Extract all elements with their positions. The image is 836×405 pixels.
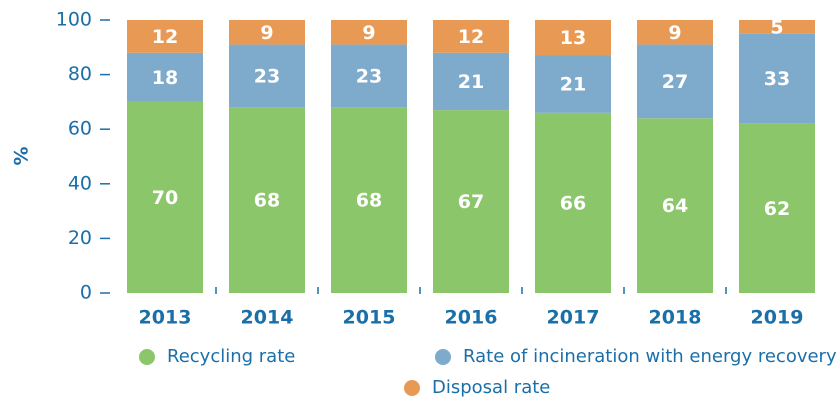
data-label: 21: [458, 71, 484, 93]
legend-label: Recycling rate: [167, 346, 295, 367]
y-tick-label: 0: [80, 282, 92, 304]
data-label: 67: [458, 191, 484, 213]
x-tick-label: 2016: [445, 307, 498, 329]
data-label: 23: [356, 65, 382, 87]
y-tick-label: 60: [68, 118, 92, 140]
y-tick-label: 100: [56, 9, 92, 31]
bar-segment: [637, 44, 713, 119]
data-label: 5: [770, 16, 783, 38]
data-label: 66: [560, 192, 586, 214]
data-label: 27: [662, 71, 688, 93]
data-label: 13: [560, 27, 586, 49]
y-tick-label: 20: [68, 227, 92, 249]
y-tick-label: 40: [68, 172, 92, 194]
bar-segment: [637, 20, 713, 45]
x-tick-label: 2019: [751, 307, 804, 329]
bar-segment: [331, 107, 407, 293]
bar-segment: [229, 20, 305, 45]
data-label: 68: [356, 190, 382, 212]
legend-marker: [435, 349, 451, 365]
data-label: 9: [362, 22, 375, 44]
bar-segment: [535, 112, 611, 293]
data-label: 23: [254, 65, 280, 87]
bar-segment: [331, 44, 407, 108]
x-tick-label: 2014: [241, 307, 294, 329]
bar-segment: [331, 20, 407, 45]
bar-segment: [229, 44, 305, 108]
bar-segment: [739, 123, 815, 294]
y-axis-label: %: [11, 146, 33, 165]
legend-marker: [404, 380, 420, 396]
bar-segment: [127, 101, 203, 294]
data-label: 68: [254, 190, 280, 212]
bar-segment: [127, 20, 203, 53]
bar-segment: [229, 107, 305, 293]
bar-segment: [739, 20, 815, 34]
bar-segment: [535, 20, 611, 56]
data-label: 70: [152, 187, 178, 209]
data-label: 64: [662, 195, 688, 217]
bar-segment: [637, 118, 713, 293]
bar-segment: [433, 20, 509, 53]
y-tick-label: 80: [68, 63, 92, 85]
data-label: 12: [152, 26, 178, 48]
x-tick-label: 2018: [649, 307, 702, 329]
data-label: 9: [260, 22, 273, 44]
x-tick-label: 2017: [547, 307, 600, 329]
legend-marker: [139, 349, 155, 365]
data-label: 18: [152, 67, 178, 89]
data-label: 9: [668, 22, 681, 44]
bar-segment: [433, 52, 509, 111]
data-label: 62: [764, 198, 790, 220]
bar-segment: [127, 52, 203, 102]
bar-segment: [739, 33, 815, 124]
bar-segment: [433, 110, 509, 293]
legend-label: Rate of incineration with energy recover…: [463, 346, 836, 367]
data-label: 12: [458, 26, 484, 48]
x-tick-label: 2013: [139, 307, 192, 329]
data-label: 21: [560, 74, 586, 96]
x-tick-label: 2015: [343, 307, 396, 329]
bar-segment: [535, 55, 611, 113]
legend-label: Disposal rate: [432, 377, 550, 398]
data-label: 33: [764, 68, 790, 90]
